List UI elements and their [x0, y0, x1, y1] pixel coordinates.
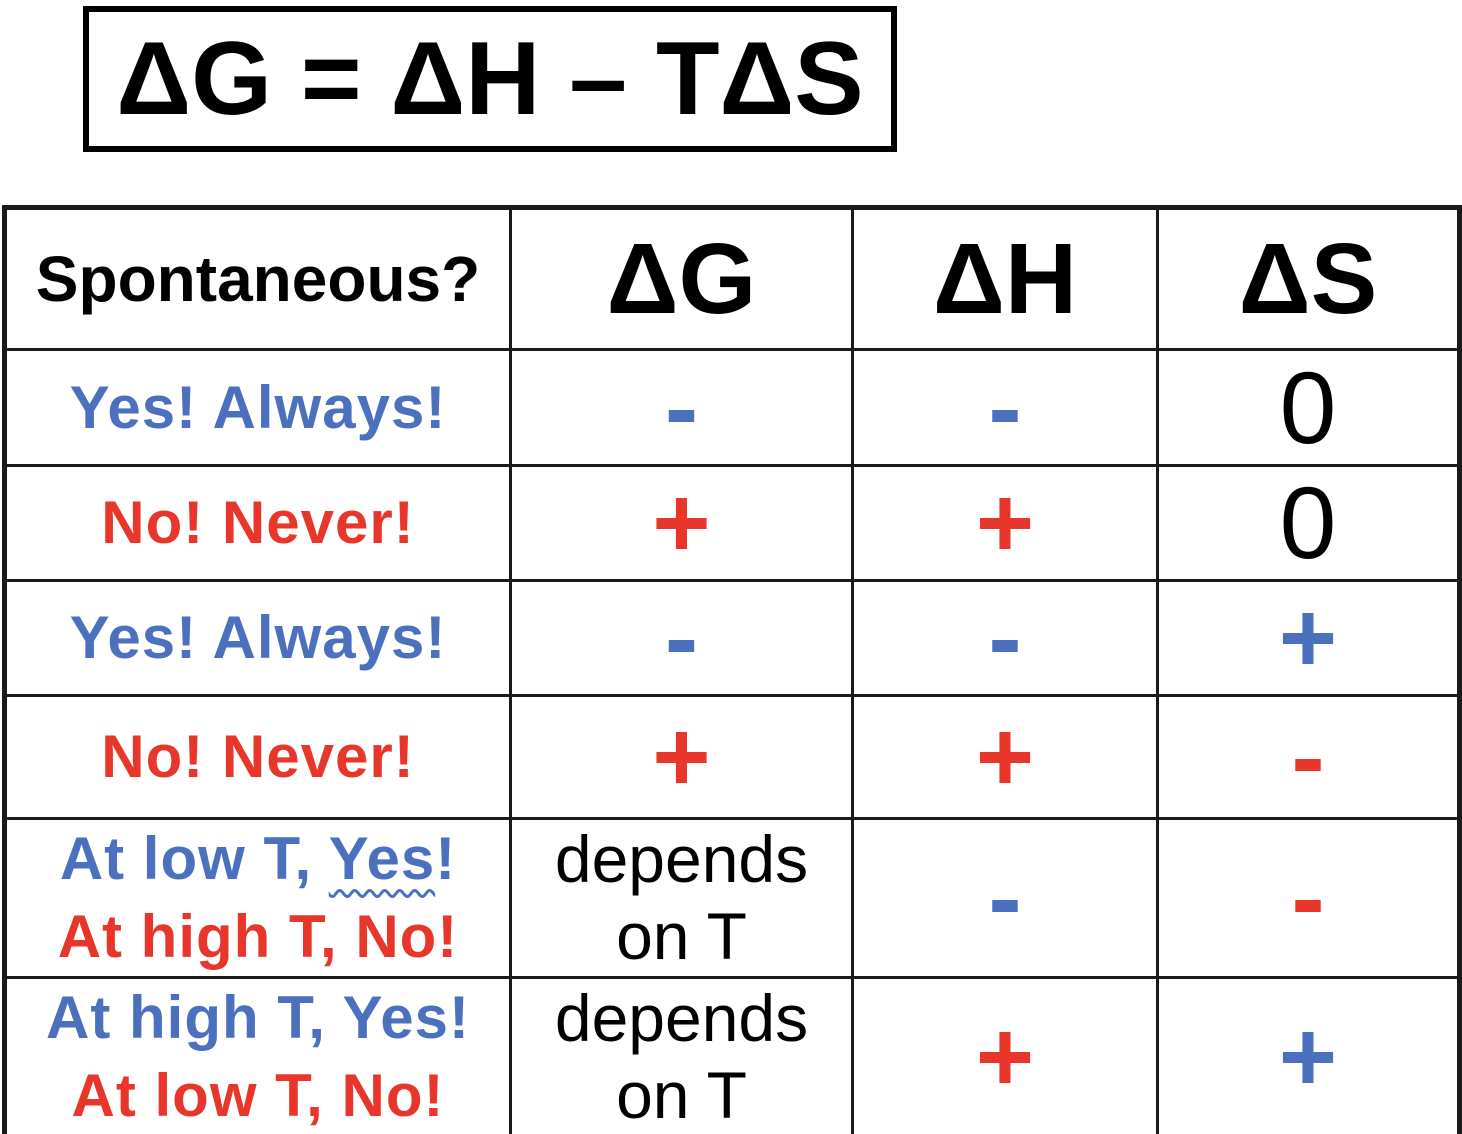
table-body: Yes! Always! - -0 No! Never! + +0 Yes! Always!…: [3, 348, 1461, 1134]
label-segment-wavy-underline: Yes: [328, 825, 436, 892]
label-line: At low T, No!: [8, 1057, 508, 1134]
cell-line: +: [975, 1001, 1035, 1113]
cell-line: +: [1278, 582, 1338, 694]
header-row: Spontaneous? ΔG ΔH ΔS: [3, 206, 1461, 351]
spontaneity-table: Spontaneous? ΔG ΔH ΔS Yes! Always! - -0 No!…: [2, 205, 1462, 1134]
label-segment: Yes! Always!: [69, 373, 447, 441]
delta-h-cell: +: [851, 976, 1159, 1134]
delta-s-cell: -: [1156, 817, 1461, 979]
delta-s-cell: +: [1156, 976, 1461, 1134]
cell-line: +: [652, 467, 711, 579]
label-segment: Yes! Always!: [69, 604, 447, 671]
cell-line: on T: [616, 899, 747, 973]
table-row: At low T, Yes! At high T, No! depends on T-…: [3, 817, 1461, 979]
label-line: Yes! Always!: [8, 369, 508, 447]
delta-h-cell: +: [851, 464, 1159, 582]
cell-line: depends: [554, 981, 809, 1056]
table-row: No! Never! + +0: [3, 464, 1461, 582]
delta-h-cell: -: [851, 348, 1159, 467]
delta-s-cell: 0: [1156, 464, 1461, 582]
delta-s-cell: 0: [1156, 348, 1461, 467]
cell-line: +: [975, 467, 1035, 579]
cell-line: -: [988, 842, 1022, 954]
delta-s-cell: +: [1156, 579, 1461, 697]
delta-g-cell: +: [509, 464, 854, 582]
label-segment: At low T,: [59, 825, 329, 892]
spontaneous-cell: No! Never!: [3, 694, 512, 820]
cell-line: 0: [1279, 466, 1337, 580]
delta-g-cell: -: [509, 579, 854, 697]
table-row: Yes! Always! - - +: [3, 579, 1461, 697]
col-header-delta-h: ΔH: [851, 206, 1159, 351]
cell-line: -: [664, 582, 699, 694]
table-row: Yes! Always! - - 0: [3, 348, 1461, 467]
spontaneous-cell: Yes! Always!: [3, 348, 512, 467]
label-segment: !: [435, 825, 457, 892]
cell-line: -: [1291, 701, 1325, 813]
delta-h-cell: -: [851, 817, 1159, 979]
cell-line: -: [988, 582, 1022, 694]
cell-line: -: [664, 351, 699, 464]
delta-h-cell: +: [851, 694, 1159, 820]
label-line: At low T, Yes!: [8, 822, 508, 899]
delta-g-cell: +: [509, 694, 854, 820]
col-header-delta-g: ΔG: [509, 206, 854, 351]
col-header-delta-s: ΔS: [1156, 206, 1461, 351]
label-line: No! Never!: [8, 718, 508, 796]
delta-s-cell: -: [1156, 694, 1461, 820]
label-segment: No! Never!: [101, 723, 415, 790]
cell-line: -: [988, 351, 1022, 464]
cell-line: -: [1291, 842, 1325, 954]
gibbs-formula-box: ΔG = ΔH – TΔS: [83, 6, 897, 152]
label-line: No! Never!: [8, 484, 508, 562]
cell-line: +: [975, 701, 1035, 813]
delta-g-cell: -: [509, 348, 854, 467]
label-line: At high T, Yes!: [8, 981, 508, 1058]
label-segment: At high T, Yes!: [46, 984, 470, 1051]
delta-h-cell: -: [851, 579, 1159, 697]
cell-line: 0: [1279, 350, 1337, 465]
spontaneous-cell: Yes! Always!: [3, 579, 512, 697]
table-row: No! Never! + + -: [3, 694, 1461, 820]
gibbs-formula: ΔG = ΔH – TΔS: [116, 21, 864, 137]
label-segment: At low T, No!: [71, 1062, 445, 1129]
cell-line: on T: [616, 1058, 747, 1132]
spontaneous-cell: No! Never!: [3, 464, 512, 582]
label-segment: No! Never!: [101, 489, 415, 556]
delta-g-cell: depends on T: [509, 976, 854, 1134]
col-header-spontaneous: Spontaneous?: [3, 206, 512, 351]
spontaneous-cell: At low T, Yes! At high T, No!: [3, 817, 512, 979]
cell-line: +: [652, 701, 711, 813]
cell-line: depends: [554, 822, 809, 897]
delta-g-cell: depends on T: [509, 817, 854, 979]
label-line: Yes! Always!: [8, 599, 508, 677]
spontaneous-cell: At high T, Yes! At low T, No!: [3, 976, 512, 1134]
table-row: At high T, Yes! At low T, No! depends on T +…: [3, 976, 1461, 1134]
cell-line: +: [1278, 1001, 1338, 1113]
label-segment: At high T, No!: [57, 903, 459, 970]
label-line: At high T, No!: [8, 898, 508, 975]
